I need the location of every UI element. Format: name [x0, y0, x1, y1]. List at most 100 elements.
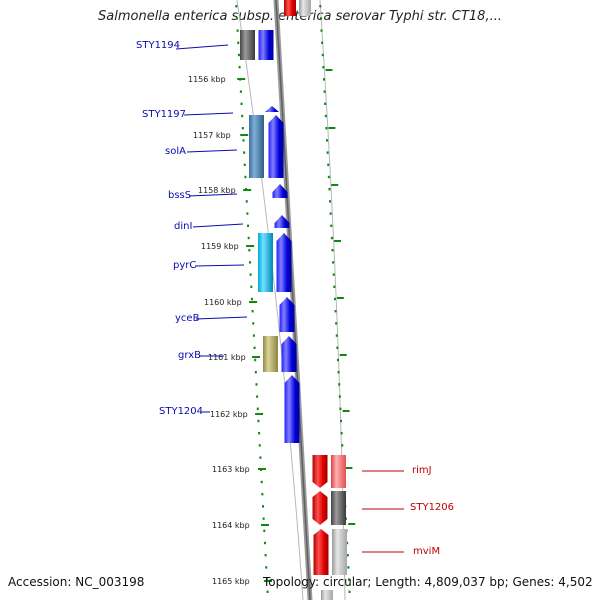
- kbp-marker-label: 1159 kbp: [201, 242, 239, 251]
- ruler-dots-left-dot: [260, 480, 263, 484]
- forward-gene-arrow: [274, 215, 290, 228]
- ruler-dots-left-dot: [239, 90, 242, 93]
- ruler-dots-left-dot: [240, 102, 243, 105]
- ruler-dots-right-dot: [337, 371, 340, 374]
- ruler-dots-left-dot: [253, 346, 256, 349]
- cog-category-box: [263, 336, 278, 372]
- partial-gene-top: [284, 0, 296, 16]
- ruler-dots-left-dot: [237, 41, 240, 44]
- ruler-dots-right-dot: [324, 114, 327, 118]
- ruler-dots-left-dot: [263, 529, 266, 532]
- kbp-marker-label: 1163 kbp: [212, 465, 250, 474]
- reverse-gene-arrow: [312, 455, 328, 488]
- partial-gene-bottom: [321, 590, 333, 600]
- ruler-dots-left-dot: [266, 590, 269, 593]
- gene-label-bssS: bssS: [168, 190, 191, 201]
- ruler-dots-left-dot: [246, 212, 249, 215]
- ruler-dots-right-dot: [338, 395, 341, 398]
- ruler-dots-right-dot: [332, 273, 335, 276]
- ruler-dots-right-dot: [346, 554, 349, 557]
- ruler-dots-left-dot: [250, 297, 253, 301]
- ruler-dots-right-dot: [327, 175, 330, 179]
- ruler-dots-right-dot: [336, 358, 339, 362]
- ruler-dots-right-dot: [328, 188, 331, 191]
- gene-label-leader: [192, 223, 244, 228]
- gene-label-mviM: mviM: [413, 546, 440, 557]
- ruler-dots-right-dot: [326, 139, 329, 142]
- forward-gene-arrow: [258, 30, 274, 60]
- kbp-marker-label: 1157 kbp: [193, 131, 231, 140]
- gene-label-STY1204: STY1204: [159, 406, 203, 417]
- ruler-dots-right-dot: [333, 297, 336, 301]
- ruler-dots-right-dot: [322, 66, 325, 69]
- ruler-dots-right-dot: [327, 163, 330, 166]
- gene-label-solA: solA: [165, 146, 186, 157]
- kbp-marker-label: 1156 kbp: [188, 75, 226, 84]
- ruler-dots-right-dot: [340, 432, 343, 435]
- ruler-dots-left-dot: [254, 358, 257, 362]
- forward-gene-arrow: [276, 233, 292, 292]
- gene-label-rimJ: rimJ: [412, 465, 432, 476]
- ruler-dots-right-dot: [330, 236, 333, 240]
- ruler-dots-left-dot: [256, 395, 259, 398]
- reverse-gene-arrow: [313, 529, 329, 575]
- kbp-marker-label: 1164 kbp: [212, 521, 250, 530]
- ruler-dots-right-dot: [331, 249, 334, 252]
- gene-label-yceB: yceB: [175, 313, 200, 324]
- accession-label: Accession: NC_003198: [8, 575, 145, 589]
- ruler-dots-right-dot: [329, 212, 332, 215]
- ruler-dots-left-dot: [248, 249, 251, 252]
- ruler-dots-right-dot: [340, 419, 343, 423]
- gene-label-STY1194: STY1194: [136, 40, 180, 51]
- ruler-dots-left-dot: [237, 53, 240, 57]
- ruler-dots-left-dot: [256, 407, 259, 410]
- cog-category-box: [332, 529, 347, 575]
- ruler-dots-right-dot: [346, 541, 349, 545]
- gene-label-STY1197: STY1197: [142, 109, 186, 120]
- ruler-dots-right-dot: [348, 590, 351, 593]
- ruler-dots-right-dot: [336, 346, 339, 349]
- ruler-dots-left-dot: [250, 285, 253, 288]
- ruler-dots-left-dot: [261, 493, 264, 496]
- ruler-dots-left-dot: [248, 261, 251, 264]
- ruler-dots-left-dot: [244, 175, 247, 179]
- cog-category-box: [258, 233, 273, 292]
- forward-gene-arrow: [284, 375, 300, 443]
- gene-label-pyrC: pyrC: [173, 260, 196, 271]
- ruler-dots-right-dot: [319, 17, 322, 20]
- gene-label-grxB: grxB: [178, 350, 201, 361]
- ruler-dots-left-dot: [238, 66, 241, 69]
- backbone-core: [275, 0, 311, 600]
- gene-label-leader: [195, 316, 248, 320]
- ruler-dots-right-dot: [325, 127, 328, 130]
- ruler-dots-right-dot: [319, 5, 322, 8]
- ruler-dots-left-dot: [258, 444, 261, 447]
- ruler-dots-left-dot: [255, 383, 258, 386]
- ruler-dots-left-dot: [262, 517, 265, 520]
- kbp-marker-label: 1165 kbp: [212, 577, 250, 586]
- ruler-dots-left-dot: [265, 578, 268, 581]
- ruler-dots-left-dot: [235, 17, 238, 20]
- ruler-dots-right-dot: [330, 224, 333, 227]
- ruler-dots-right-dot: [321, 53, 324, 57]
- ruler-dots-left-dot: [236, 29, 239, 32]
- ruler-dots-right-dot: [326, 151, 329, 154]
- ruler-dots-left-dot: [251, 310, 254, 313]
- ruler-dots-left-dot: [241, 127, 244, 130]
- ruler-dots-right-dot: [335, 334, 338, 337]
- cog-category-box: [331, 455, 346, 488]
- kbp-marker-label: 1161 kbp: [208, 353, 246, 362]
- genome-title: Salmonella enterica subsp. enterica sero…: [98, 9, 502, 24]
- ruler-dots-right-dot: [321, 41, 324, 44]
- ruler-dots-right-dot: [332, 261, 335, 264]
- ruler-dots-left-dot: [265, 566, 268, 569]
- ruler-dots-right-dot: [347, 578, 350, 581]
- ruler-dots-left-dot: [259, 456, 262, 459]
- ruler-dots-left-dot: [242, 139, 245, 142]
- forward-gene-arrow: [265, 106, 279, 112]
- ruler-dots-right-dot: [322, 78, 325, 81]
- ruler-dots-left-dot: [252, 334, 255, 337]
- gene-label-leader: [188, 193, 238, 197]
- forward-gene-arrow: [268, 115, 284, 178]
- forward-gene-arrow: [281, 336, 297, 372]
